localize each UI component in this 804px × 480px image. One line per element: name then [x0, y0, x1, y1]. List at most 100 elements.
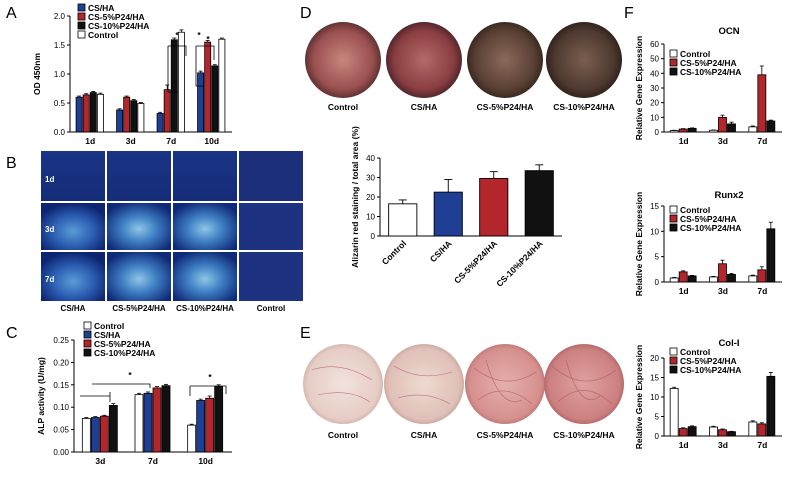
y-tick-label: 0.25	[53, 336, 69, 345]
legend-swatch-cs-10p24-ha	[669, 223, 678, 232]
legend-swatch-cs-10p24-ha	[669, 365, 678, 374]
y-tick-label: 40	[650, 69, 659, 78]
bar-cs-5p24-ha-1d	[678, 271, 688, 283]
y-tick-label: 0	[655, 128, 660, 137]
micrograph-1d-control	[239, 151, 303, 201]
y-tick-label: 60	[650, 40, 659, 49]
legend-label-control: Control	[88, 30, 118, 40]
bar-cs-10p24-ha-3d	[727, 273, 736, 283]
bar-control-1d	[669, 388, 679, 437]
bar-control	[388, 203, 418, 237]
y-axis-label: ALP activity (U/mg)	[36, 357, 46, 435]
significance-markers-c: * *	[80, 370, 227, 402]
bar-cs-5p24-ha-10d	[205, 397, 215, 453]
significance-bracket	[189, 385, 227, 396]
bar-cs-ha-7d	[143, 392, 153, 453]
row-label-3d: 3d	[45, 225, 54, 234]
row-label-7d: 7d	[45, 275, 54, 284]
chart-title: OCN	[718, 26, 739, 37]
legend-swatch-control	[83, 321, 92, 330]
bar-cs-5p24-ha-7d	[757, 423, 767, 437]
col-label-cs-ha: CS/HA	[61, 304, 86, 313]
panel-letter-c: C	[6, 325, 18, 342]
bar-cs-10p24-ha-1d	[687, 275, 697, 283]
bar-cs-10p24-ha	[524, 170, 554, 237]
x-tick-label: 10d	[204, 136, 219, 146]
y-tick-label: 0	[655, 278, 660, 287]
micrograph-1d-cs-10-p24-ha	[173, 151, 237, 201]
x-tick-label: CS-10%P24/HA	[494, 238, 545, 289]
x-tick-label: 7d	[757, 286, 767, 296]
y-tick-label: 0	[371, 232, 376, 241]
micrograph-3d-cs-5-p24-ha	[107, 203, 171, 250]
legend-label-cs-ha: CS/HA	[88, 3, 114, 13]
bar-cs-ha-7d	[156, 113, 164, 133]
chart-1-panel-c: 0.00 0.05 0.10 0.15 0.20 0.25 ALP activity (U/…	[36, 321, 232, 466]
legend-swatch-control	[77, 30, 86, 39]
y-tick-label: 20	[650, 354, 659, 363]
legend-swatch-cs-5p24-ha	[669, 214, 678, 223]
legend-swatch-cs-ha	[83, 330, 92, 339]
y-tick-label: 30	[650, 84, 659, 93]
bar-cs-10p24-ha-3d	[727, 431, 736, 437]
bar-cs-10p24-ha-7d	[161, 385, 171, 453]
x-tick-label: CS-5%P24/HA	[452, 238, 499, 285]
bar-cs-10p24-ha-7d	[766, 228, 776, 283]
col-label-control: Control	[257, 304, 285, 313]
dish-label-cs-10-p24-ha: CS-10%P24/HA	[553, 102, 614, 112]
chart-4-runx2: 0 5 10 15 Relative Gene Expression Runx2 1d 3d 7…	[634, 190, 782, 296]
y-tick-label: 0	[655, 432, 660, 441]
legend-swatch-cs-ha	[77, 3, 86, 12]
dish-label-cs-5-p24-ha: CS-5%P24/HA	[477, 102, 534, 112]
panel-letter-d: D	[300, 5, 312, 22]
significance-bracket	[195, 45, 215, 87]
dish-e-cs-ha	[384, 344, 464, 424]
y-tick-label: 15	[650, 202, 659, 211]
y-axis-label: Relative Gene Expression	[634, 36, 644, 140]
y-tick-label: 40	[366, 154, 375, 163]
bar-cs-10p24-ha-1d	[687, 127, 697, 133]
legend-label-cs-5p24-ha: CS-5%P24/HA	[680, 58, 737, 68]
y-tick-label: 1.5	[54, 41, 66, 50]
legend-swatch-cs-5p24-ha	[83, 339, 92, 348]
y-tick-label: 20	[366, 193, 375, 202]
x-tick-label: 1d	[679, 286, 689, 296]
y-tick-label: 20	[650, 99, 659, 108]
x-tick-label: 3d	[718, 440, 728, 450]
y-tick-label: 0.20	[53, 358, 69, 367]
bar-cs-ha-1d	[75, 96, 83, 133]
bar-cs-5p24-ha-7d	[757, 74, 767, 133]
col-label-cs-5-p24-ha: CS-5%P24/HA	[112, 304, 166, 313]
micrograph-3d-cs-10-p24-ha	[173, 203, 237, 250]
bar-control-3d	[709, 276, 718, 283]
bar-cs-5p24-ha-3d	[718, 429, 727, 437]
y-tick-label: 10	[650, 227, 659, 236]
row-label-1d: 1d	[45, 175, 54, 184]
col-label-cs-10-p24-ha: CS-10%P24/HA	[176, 304, 234, 313]
bar-control-7d	[177, 31, 185, 133]
dish-e-label-cs-5-p24-ha: CS-5%P24/HA	[477, 430, 534, 440]
dish-label-control: Control	[328, 102, 358, 112]
y-tick-label: 2.0	[54, 12, 66, 21]
legend-swatch-cs-5p24-ha	[669, 58, 678, 67]
micrograph-1d-cs-5-p24-ha	[107, 151, 171, 201]
bar-control-1d	[669, 277, 679, 283]
y-axis-label: Relative Gene Expression	[634, 345, 644, 449]
x-tick-label: 3d	[718, 286, 728, 296]
bar-cs-5p24-ha-3d	[718, 263, 727, 283]
x-tick-label: CS/HA	[428, 238, 454, 264]
bar-cs-ha-10d	[197, 72, 205, 133]
bar-control-3d	[137, 103, 145, 133]
significance-bracket	[167, 45, 187, 93]
bar-cs-10p24-ha-1d	[89, 92, 97, 133]
y-tick-label: 0.15	[53, 381, 69, 390]
bar-cs-10p24-ha-1d	[687, 426, 697, 437]
x-tick-label: 1d	[85, 136, 95, 146]
chart-2-panel-d: 0 10 20 30 40 Alizarin red staining / total a…	[350, 126, 562, 289]
y-tick-label: 30	[366, 174, 375, 183]
dish-control	[305, 22, 381, 98]
legend-swatch-control	[669, 205, 678, 214]
significance-bracket	[80, 383, 151, 402]
y-tick-label: 0.00	[53, 448, 69, 457]
stained-dish-photos: Control CS/HA CS-5%P24/HA CS-10%P24/HA	[303, 344, 624, 440]
